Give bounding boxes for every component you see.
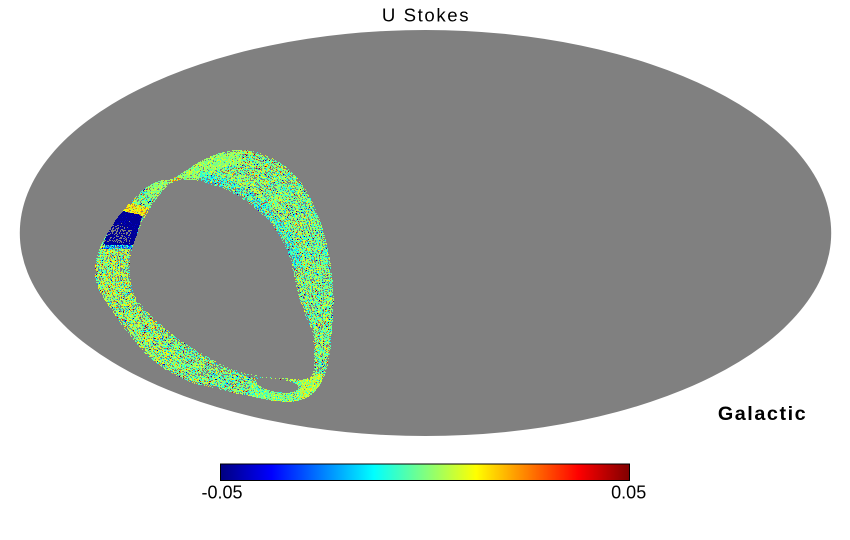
svg-text:-0.05: -0.05	[201, 482, 242, 502]
svg-text:0.05: 0.05	[611, 482, 646, 502]
svg-text:Galactic: Galactic	[718, 403, 807, 425]
svg-text:U Stokes: U Stokes	[382, 5, 470, 26]
